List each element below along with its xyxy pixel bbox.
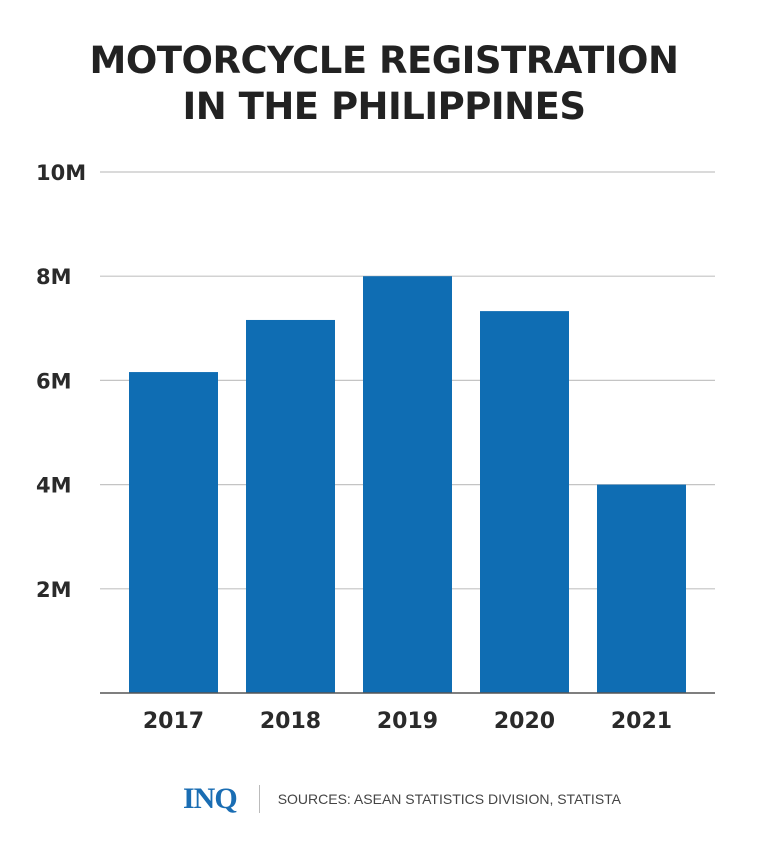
bar-chart: 2M 4M 6M 8M 10M 2017 2018 2019 2020 2021: [36, 161, 715, 734]
bar-2017: [129, 372, 218, 693]
y-tick-label: 8M: [36, 265, 72, 289]
x-tick-label: 2018: [260, 709, 321, 734]
title-line-2: IN THE PHILIPPINES: [182, 85, 586, 128]
x-tick-label: 2020: [494, 709, 555, 734]
footer-divider: [258, 785, 260, 813]
y-tick-label: 4M: [36, 474, 72, 498]
y-tick-label: 2M: [36, 578, 72, 602]
title-line-1: MOTORCYCLE REGISTRATION: [89, 39, 679, 82]
inq-logo: INQ: [183, 782, 238, 815]
bar-2020: [480, 311, 569, 693]
x-tick-label: 2017: [143, 709, 204, 734]
bar-2018: [246, 319, 335, 693]
y-tick-label: 10M: [36, 161, 86, 185]
chart-title: MOTORCYCLE REGISTRATION IN THE PHILIPPIN…: [0, 38, 768, 130]
bar-2021: [597, 484, 686, 693]
bar-2019: [363, 276, 452, 693]
footer: INQ SOURCES: ASEAN STATISTICS DIVISION, …: [183, 782, 621, 816]
x-tick-label: 2021: [611, 709, 672, 734]
x-tick-label: 2019: [377, 709, 438, 734]
y-tick-label: 6M: [36, 369, 72, 393]
source-text: SOURCES: ASEAN STATISTICS DIVISION, STAT…: [277, 791, 622, 807]
